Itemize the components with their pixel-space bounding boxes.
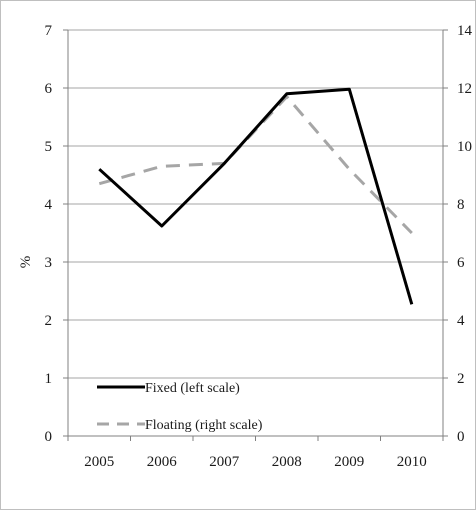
- left-tick-label: 3: [45, 255, 53, 271]
- left-axis-ticks: 0 1 2 3 4 5 6 7: [45, 23, 68, 445]
- legend: Fixed (left scale) Floating (right scale…: [97, 381, 263, 433]
- left-tick-label: 6: [45, 81, 53, 97]
- right-axis-ticks: 0 2 4 6 8 10 12 14: [443, 23, 473, 445]
- x-axis-ticks: 2005 2006 2007 2008 2009 2010: [67, 436, 444, 470]
- series-lines: [98, 87, 414, 305]
- right-tick-label: 10: [457, 139, 472, 155]
- right-tick-label: 8: [457, 197, 465, 213]
- left-tick-label: 5: [45, 139, 53, 155]
- x-tick-label: 2006: [147, 454, 178, 470]
- right-tick-label: 0: [457, 429, 465, 445]
- right-tick-label: 12: [457, 81, 472, 97]
- right-tick-label: 14: [457, 23, 473, 39]
- legend-label-fixed: Fixed (left scale): [145, 381, 240, 396]
- left-tick-label: 1: [45, 371, 53, 387]
- series-line-fixed: [98, 87, 414, 305]
- x-tick-label: 2007: [209, 454, 240, 470]
- x-tick-label: 2008: [272, 454, 302, 470]
- right-tick-label: 4: [457, 313, 465, 329]
- legend-label-floating: Floating (right scale): [145, 418, 263, 433]
- right-tick-label: 6: [457, 255, 465, 271]
- x-tick-label: 2009: [334, 454, 364, 470]
- left-tick-label: 0: [45, 429, 53, 445]
- gridlines: [68, 29, 443, 379]
- x-tick-label: 2005: [84, 454, 114, 470]
- left-tick-label: 2: [45, 313, 53, 329]
- y-axis-label: %: [18, 256, 34, 269]
- axes: [67, 30, 444, 437]
- x-tick-label: 2010: [397, 454, 427, 470]
- left-tick-label: 4: [45, 197, 53, 213]
- left-tick-label: 7: [45, 23, 53, 39]
- right-tick-label: 2: [457, 371, 465, 387]
